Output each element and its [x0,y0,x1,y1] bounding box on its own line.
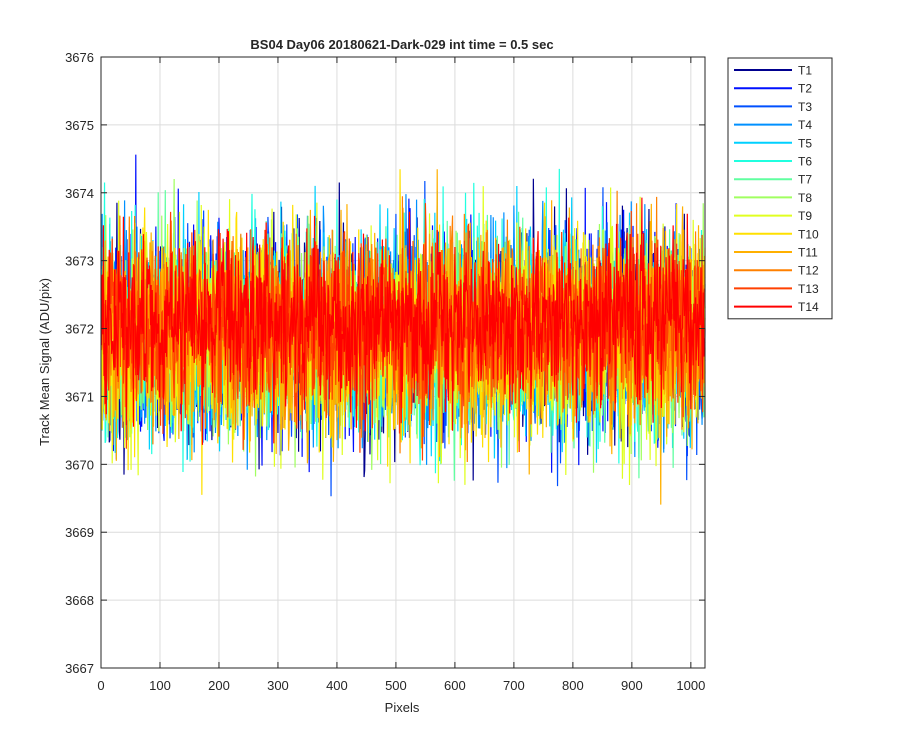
y-tick-label: 3673 [65,254,94,269]
x-tick-label: 1000 [676,678,705,693]
x-tick-label: 0 [97,678,104,693]
x-axis-ticks: 0 100 200 300 400 500 600 700 800 900 1000 [97,57,705,693]
y-axis-ticks: 3667 3668 3669 3670 3671 3672 3673 3674 3675 3676 [65,50,705,676]
x-tick-label: 900 [621,678,643,693]
legend-label-t1: T1 [798,64,812,78]
y-tick-label: 3671 [65,389,94,404]
legend-label-t6: T6 [798,155,812,169]
y-tick-label: 3672 [65,322,94,337]
legend-label-t4: T4 [798,118,812,132]
legend-label-t13: T13 [798,282,819,296]
chart-title: BS04 Day06 20180621-Dark-029 int time = … [250,37,553,52]
x-tick-label: 300 [267,678,289,693]
x-axis-label: Pixels [385,700,420,715]
axes-box [100,56,706,669]
x-tick-label: 800 [562,678,584,693]
x-tick-label: 600 [444,678,466,693]
legend-label-t5: T5 [798,136,812,150]
y-tick-label: 3669 [65,525,94,540]
x-tick-label: 200 [208,678,230,693]
y-tick-label: 3674 [65,186,94,201]
y-tick-label: 3667 [65,661,94,676]
y-tick-label: 3668 [65,593,94,608]
legend-label-t9: T9 [798,209,812,223]
x-tick-label: 100 [149,678,171,693]
y-axis-label: Track Mean Signal (ADU/pix) [37,278,52,446]
series-line-t14 [100,197,706,445]
legend-label-t11: T11 [798,246,818,260]
legend-label-t2: T2 [798,82,812,96]
y-tick-label: 3676 [65,50,94,65]
legend-label-t12: T12 [798,264,819,278]
x-tick-label: 400 [326,678,348,693]
legend: T1 T2 T3 T4 T5 T6 T7 T8 T9 T10 T11 T12 T13 T14 [727,57,833,320]
x-tick-label: 500 [385,678,407,693]
legend-label-t3: T3 [798,100,812,114]
legend-label-t7: T7 [798,173,812,187]
x-tick-label: 700 [503,678,525,693]
series-group [100,154,706,505]
y-tick-label: 3675 [65,118,94,133]
legend-label-t14: T14 [798,300,819,314]
legend-label-t10: T10 [798,227,819,241]
legend-label-t8: T8 [798,191,812,205]
y-tick-label: 3670 [65,457,94,472]
legend-box [727,57,833,320]
